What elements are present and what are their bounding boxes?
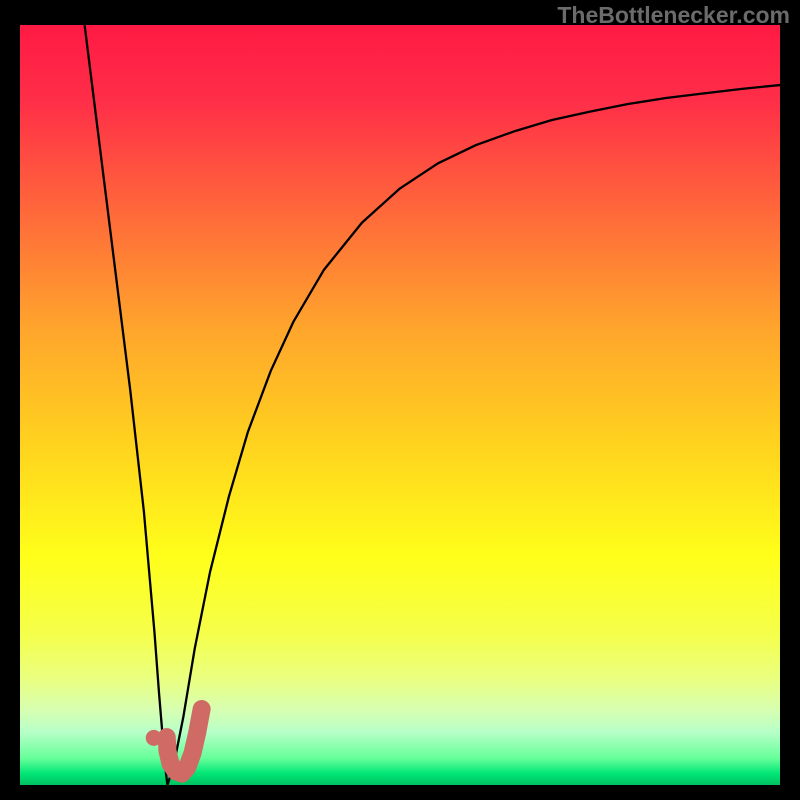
optimal-marker-dot [146, 730, 162, 746]
gradient-background [20, 25, 780, 785]
chart-svg [20, 25, 780, 785]
watermark-text: TheBottlenecker.com [557, 2, 790, 29]
chart-frame [20, 25, 780, 785]
